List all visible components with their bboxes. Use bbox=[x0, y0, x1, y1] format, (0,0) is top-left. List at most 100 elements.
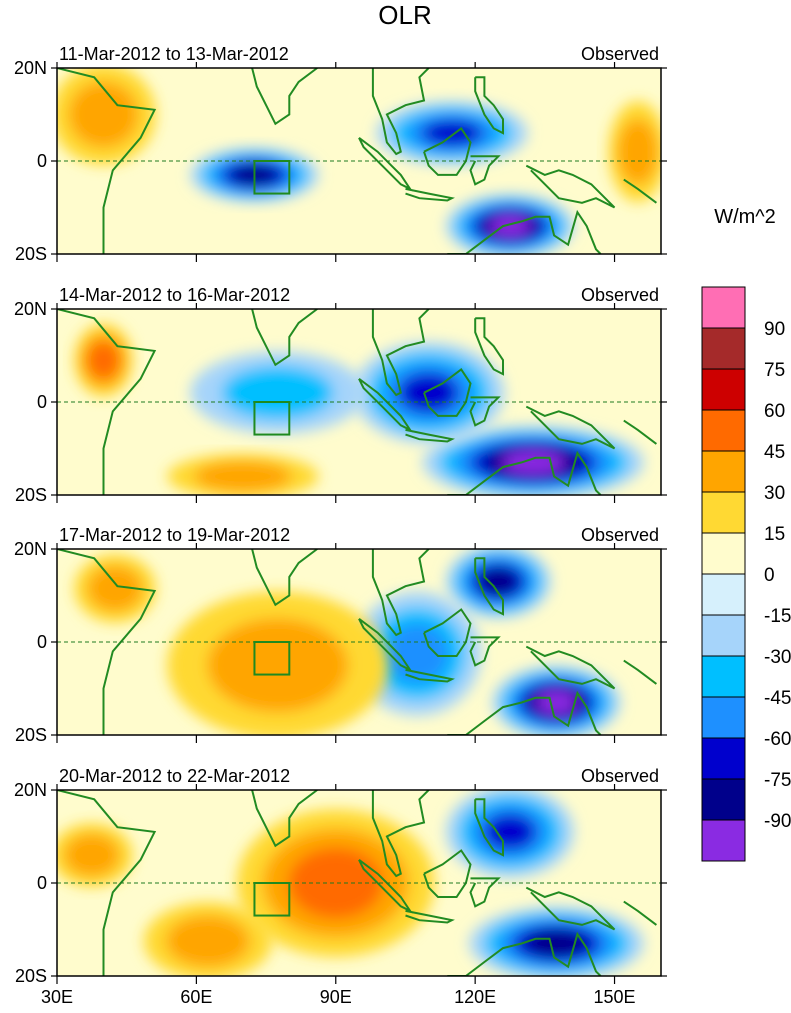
colorbar-unit-label: W/m^2 bbox=[714, 206, 776, 228]
anomaly-feature bbox=[57, 823, 133, 887]
colorbar-swatch bbox=[701, 286, 746, 329]
coastline bbox=[469, 396, 501, 427]
colorbar-swatch bbox=[701, 368, 746, 411]
coastline bbox=[57, 68, 157, 254]
panel-label: Observed bbox=[581, 525, 659, 545]
colorbar-label: 45 bbox=[764, 442, 785, 463]
anomaly-feature bbox=[376, 101, 528, 165]
coastline bbox=[525, 645, 616, 690]
y-tick-label: 20N bbox=[14, 780, 47, 800]
map-panel: 20N 0 20S 20-Mar-2012 to 22-Mar-2012 Observe… bbox=[14, 766, 667, 986]
coastline bbox=[251, 790, 318, 848]
panel-label: Observed bbox=[581, 44, 659, 64]
colorbar-swatch bbox=[701, 409, 746, 452]
colorbar-swatch bbox=[701, 737, 746, 780]
anomaly-feature bbox=[74, 323, 133, 397]
coastline bbox=[623, 659, 658, 685]
coastline bbox=[251, 309, 318, 367]
colorbar-swatch bbox=[701, 655, 746, 698]
anomaly-contour bbox=[617, 119, 659, 185]
coastline bbox=[469, 636, 501, 667]
anomaly-feature bbox=[445, 194, 575, 254]
map-field bbox=[57, 309, 661, 495]
y-tick-label: 20S bbox=[15, 966, 47, 986]
coastline bbox=[447, 209, 602, 254]
y-tick-label: 20N bbox=[14, 539, 47, 559]
y-tick-label: 20N bbox=[14, 299, 47, 319]
colorbar-label: 30 bbox=[764, 483, 785, 504]
coastline bbox=[405, 187, 455, 202]
anomaly-feature bbox=[236, 809, 435, 957]
colorbar-label: -90 bbox=[764, 811, 791, 832]
anomaly-contour bbox=[421, 119, 483, 147]
anomaly-feature bbox=[74, 554, 156, 623]
x-tick-label: 30E bbox=[41, 987, 73, 1007]
index-box bbox=[253, 401, 291, 436]
coastline bbox=[525, 886, 616, 931]
coastline bbox=[251, 68, 318, 126]
anomaly-feature bbox=[167, 591, 389, 735]
anomaly-contour bbox=[166, 915, 250, 967]
map-panels: 20N 0 20S 11-Mar-2012 to 13-Mar-2012 Observe… bbox=[14, 44, 667, 986]
coastline bbox=[57, 549, 157, 735]
anomaly-feature bbox=[445, 790, 575, 878]
map-field bbox=[57, 549, 661, 735]
colorbar-label: 75 bbox=[764, 360, 785, 381]
colorbar-label: -75 bbox=[764, 770, 791, 791]
x-tick-label: 150E bbox=[594, 987, 636, 1007]
coastline bbox=[447, 931, 602, 976]
anomaly-feature bbox=[167, 453, 319, 495]
y-tick-label: 20N bbox=[14, 58, 47, 78]
anomaly-contour bbox=[193, 460, 292, 492]
colorbar-label: -60 bbox=[764, 729, 791, 750]
coastline bbox=[405, 428, 455, 443]
panel-period: 20-Mar-2012 to 22-Mar-2012 bbox=[59, 766, 290, 786]
x-tick-label: 90E bbox=[320, 987, 352, 1007]
colorbar-label: 15 bbox=[764, 524, 785, 545]
anomaly-feature bbox=[143, 902, 273, 976]
coastline bbox=[57, 309, 157, 495]
colorbar-label: 0 bbox=[764, 565, 775, 586]
coastline bbox=[474, 76, 504, 135]
anomaly-feature bbox=[608, 101, 661, 203]
anomaly-contour bbox=[536, 690, 577, 715]
coastline bbox=[405, 909, 455, 924]
coastline bbox=[447, 450, 602, 495]
coastline bbox=[623, 178, 657, 204]
anomaly-feature bbox=[422, 425, 644, 495]
colorbar-swatch bbox=[701, 532, 746, 575]
coastline bbox=[405, 668, 455, 683]
coastline bbox=[469, 155, 501, 186]
anomaly-contour bbox=[483, 813, 537, 851]
anomaly-contour bbox=[68, 81, 139, 148]
colorbar-label: -30 bbox=[764, 647, 791, 668]
anomaly-contour bbox=[64, 833, 120, 877]
anomaly-contour bbox=[385, 623, 449, 684]
colorbar-swatch bbox=[701, 450, 746, 493]
coastline bbox=[525, 405, 616, 450]
anomaly-feature bbox=[353, 342, 505, 444]
map-field bbox=[57, 790, 661, 976]
colorbar-swatch bbox=[701, 573, 746, 616]
coastline bbox=[623, 419, 658, 445]
anomaly-feature bbox=[492, 665, 621, 735]
index-box bbox=[253, 641, 291, 676]
panel-period: 14-Mar-2012 to 16-Mar-2012 bbox=[59, 285, 290, 305]
colorbar-label: 90 bbox=[764, 319, 785, 340]
anomaly-contour bbox=[479, 568, 518, 595]
anomaly-contour bbox=[489, 215, 531, 237]
coastline bbox=[469, 877, 501, 908]
coastline bbox=[623, 900, 658, 926]
index-box bbox=[253, 160, 291, 195]
colorbar-label: -15 bbox=[764, 606, 791, 627]
colorbar-swatch bbox=[701, 614, 746, 657]
anomaly-feature bbox=[445, 549, 551, 619]
x-axis-labels: 30E 60E 90E 120E 150E bbox=[41, 987, 636, 1007]
map-panel: 20N 0 20S 14-Mar-2012 to 16-Mar-2012 Observe… bbox=[14, 285, 667, 505]
colorbar-label: 60 bbox=[764, 401, 785, 422]
anomaly-contour bbox=[288, 848, 384, 918]
panel-label: Observed bbox=[581, 766, 659, 786]
coastline bbox=[474, 798, 504, 857]
colorbar-label: -45 bbox=[764, 688, 791, 709]
coastline bbox=[371, 309, 430, 397]
